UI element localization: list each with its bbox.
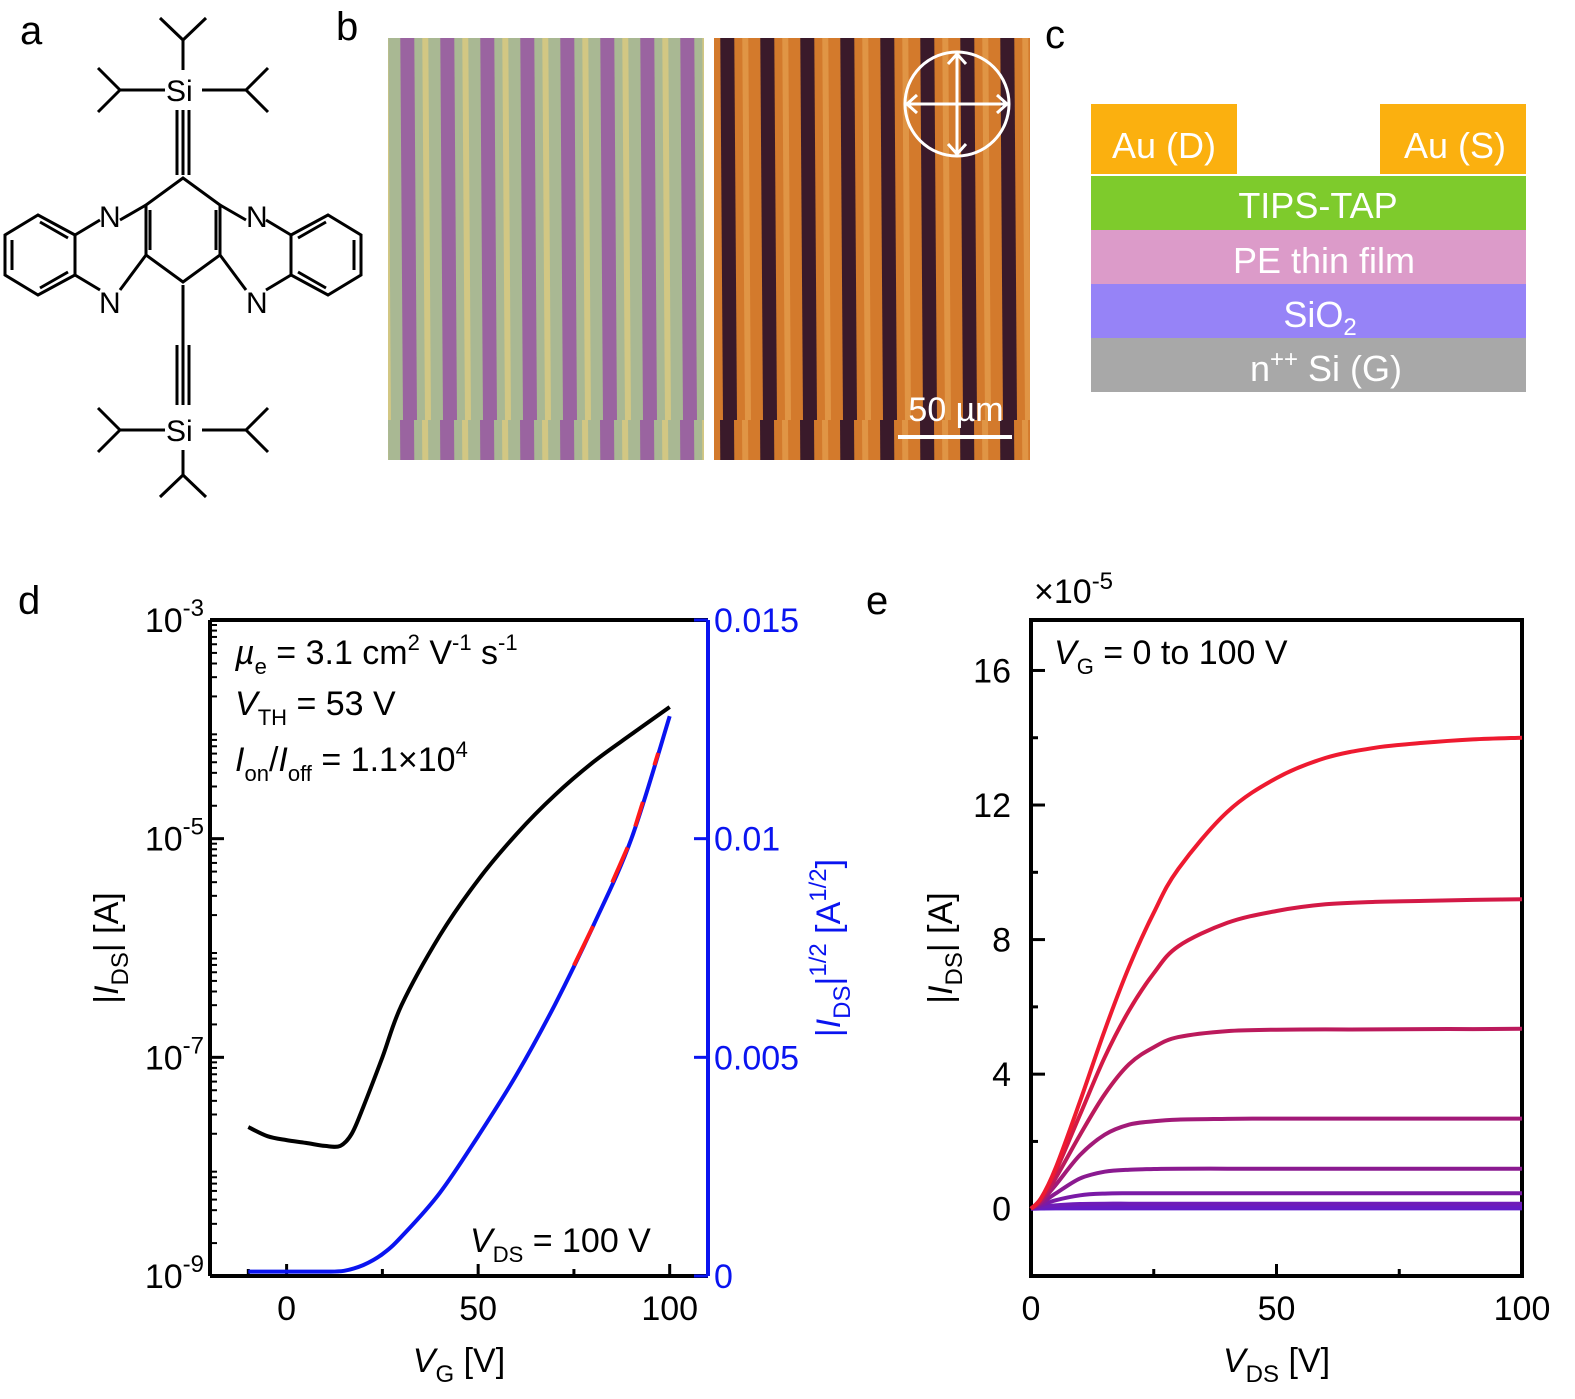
output-curve [1030,1205,1522,1211]
panel-label-e: e [866,579,888,623]
y-right-tick-label: 0 [714,1258,733,1296]
layer-sio2 [1091,284,1526,338]
y-right-tick-label: 0.01 [714,821,780,859]
plot-frame [1029,618,1524,1278]
drain-label: Au (D) [1112,125,1216,166]
transfer-chart: 0 50 100 10-3 10-5 10-7 10-9 0 0.005 0.01 0.015 VG … [88,595,856,1388]
output-curve [1029,735,1523,1211]
output-chart: 0 50 100 0 4 8 12 16 ×10-5 VG = 0 to 100 V VDS [V]… [922,568,1550,1388]
source-label: Au (S) [1404,125,1506,166]
sio2-label: SiO2 [1283,294,1356,341]
x-tick-label: 100 [641,1290,698,1328]
y-tick-label: 8 [992,922,1011,960]
output-curve [1029,1116,1522,1211]
output-curve [1030,1166,1522,1211]
micrograph-polarized [714,38,1030,460]
panel-label-a: a [20,9,43,53]
x-axis-label: VG [V] [413,1342,505,1388]
y-left-tick-label: 10-3 [145,595,204,640]
sqrt-current-curve [248,715,672,1274]
layer-si [1091,338,1526,392]
y-right-tick-label: 0.015 [714,602,799,640]
y-left-tick-label: 10-9 [145,1251,204,1296]
atom-n-1: N [99,201,121,234]
on-off-annotation: Ion/Ioff = 1.1×104 [235,737,468,786]
y-right-axis-label: |IDS|1/2 [A1/2] [805,859,856,1037]
crossed-polarizer-icon [903,50,1011,158]
y-left-axis-label: |IDS| [A] [88,892,134,1004]
layer-pe [1091,230,1526,284]
output-curve [1029,1026,1523,1211]
vds-annotation: VDS = 100 V [470,1222,651,1267]
atom-n-3: N [99,287,121,320]
panel-label-d: d [18,579,40,623]
atom-si-top: Si [166,75,193,108]
y-left-tick-label: 10-7 [145,1032,204,1077]
atom-si-bottom: Si [166,415,193,448]
si-gate-label: n++ Si (G) [1250,346,1402,389]
layer-drain [1091,104,1237,174]
linear-fit-segment [633,801,645,828]
atom-n-2: N [246,201,268,234]
y-axis-label: |IDS| [A] [922,892,968,1004]
atom-n-4: N [246,287,268,320]
y-tick-label: 12 [973,787,1011,825]
scale-bar-label: 50 µm [908,391,1003,429]
threshold-annotation: VTH = 53 V [235,685,396,730]
panel-label-c: c [1045,13,1065,57]
layer-source [1380,104,1526,174]
x-tick-label: 100 [1494,1290,1551,1328]
tips-tap-label: TIPS-TAP [1238,185,1397,226]
multiplier-label: ×10-5 [1034,568,1113,611]
vg-range-label: VG = 0 to 100 V [1054,634,1288,679]
y-tick-label: 16 [973,652,1011,690]
pe-label: PE thin film [1233,240,1415,281]
tips-tap-structure [3,16,363,499]
y-right-tick-label: 0.005 [714,1039,799,1077]
x-tick-label: 50 [459,1290,497,1328]
output-curve [1030,1191,1522,1211]
log-current-curve [247,705,671,1149]
layer-tips-tap [1091,176,1526,230]
output-curve [1029,897,1523,1211]
linear-fit-segment [572,925,595,967]
mobility-annotation: µe = 3.1 cm2 V-1 s-1 [234,630,518,679]
y-tick-label: 4 [992,1056,1011,1094]
x-tick-label: 0 [277,1290,296,1328]
micrograph-unpolarized [388,38,704,460]
y-tick-label: 0 [992,1191,1011,1229]
x-axis-label: VDS [V] [1223,1342,1330,1388]
device-stack: Au (D) Au (S) TIPS-TAP PE thin film SiO2… [1091,104,1526,392]
y-left-tick-label: 10-5 [145,814,204,859]
output-curve [1030,1201,1522,1211]
panel-label-b: b [336,5,358,49]
linear-fit-segment [652,752,661,766]
linear-fit-segment [610,846,630,884]
x-tick-label: 0 [1022,1290,1041,1328]
x-tick-label: 50 [1258,1290,1296,1328]
